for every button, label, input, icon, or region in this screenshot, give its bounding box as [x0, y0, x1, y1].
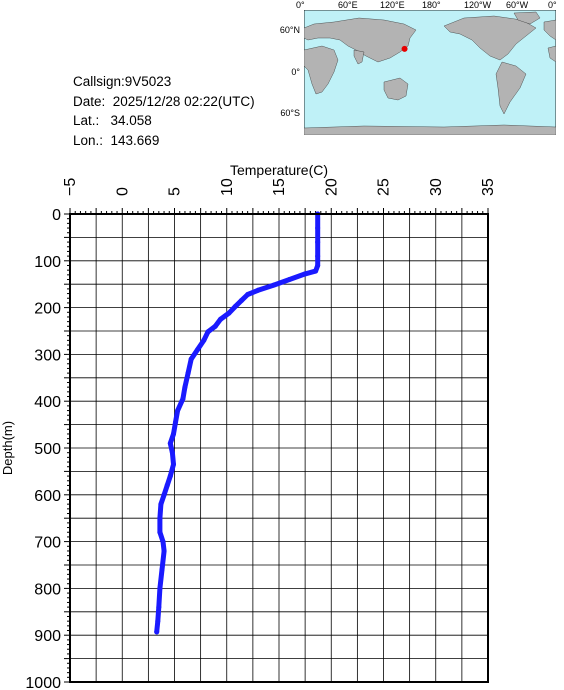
land-north-america	[443, 15, 537, 61]
temperature-point	[170, 431, 176, 437]
x-tick-label: 25	[376, 178, 393, 196]
temperature-point	[313, 268, 319, 274]
land-south-america	[495, 61, 527, 115]
callsign-text: Callsign:9V5023	[73, 74, 172, 89]
temperature-point	[169, 450, 175, 456]
temperature-point	[167, 473, 173, 479]
map-lon-label: 60°E	[338, 0, 358, 10]
map-lat-label: 60°S	[280, 108, 300, 119]
temperature-point	[201, 337, 207, 343]
temperature-point	[155, 618, 161, 624]
temperature-point	[156, 604, 162, 610]
y-tick-label: 600	[34, 488, 61, 505]
temperature-point	[157, 585, 163, 591]
y-tick-label: 900	[34, 628, 61, 645]
temperature-point	[175, 408, 181, 414]
temperature-point	[157, 515, 163, 521]
temperature-point	[161, 548, 167, 554]
temperature-point	[255, 287, 261, 293]
land-africa	[304, 45, 339, 95]
map-lon-label: 120°E	[380, 0, 405, 10]
temperature-point	[226, 310, 232, 316]
temperature-point	[164, 482, 170, 488]
x-tick-label: −5	[62, 178, 79, 196]
y-tick-label: 500	[34, 441, 61, 458]
land-europe-asia	[304, 17, 417, 63]
plot-frame	[69, 213, 489, 683]
x-tick-label: 20	[323, 178, 340, 196]
temperature-point	[182, 384, 188, 390]
temperature-point	[302, 271, 308, 277]
temperature-profile-line	[154, 211, 321, 635]
temperature-point	[161, 492, 167, 498]
temperature-point	[157, 529, 163, 535]
temperature-point	[315, 262, 321, 268]
y-tick-label: 700	[34, 535, 61, 552]
land-australia	[383, 77, 409, 101]
x-tick-label: 10	[219, 178, 236, 196]
temperature-point	[286, 277, 292, 283]
world-map	[304, 10, 556, 135]
y-axis-title: Depth(m)	[0, 421, 15, 475]
map-lon-label: 0°	[296, 0, 305, 10]
land-antarctica	[304, 124, 556, 135]
temperature-point	[167, 440, 173, 446]
y-tick-label: 0	[52, 207, 61, 224]
temperature-point	[194, 347, 200, 353]
longitude-text: Lon.: 143.669	[73, 132, 160, 148]
x-tick-label: 15	[271, 178, 288, 196]
temperature-point	[160, 539, 166, 545]
temperature-point	[315, 239, 321, 245]
land-india	[353, 49, 365, 65]
y-tick-label: 1000	[25, 675, 61, 690]
temperature-point	[245, 291, 251, 297]
x-tick-label: 5	[167, 187, 184, 196]
temperature-point	[205, 329, 211, 335]
temperature-point	[212, 323, 218, 329]
map-lon-label: 0°	[548, 0, 557, 10]
map-lat-label: 60°N	[279, 24, 300, 35]
land-greenland	[513, 11, 541, 25]
temperature-point	[170, 461, 176, 467]
temperature-point	[232, 304, 238, 310]
temperature-point	[180, 396, 186, 402]
map-lon-label: 180°	[422, 0, 441, 10]
y-tick-label: 300	[34, 347, 61, 364]
temperature-point	[159, 567, 165, 573]
x-tick-label: 30	[428, 178, 445, 196]
station-info: Callsign:9V5023 Date: 2025/12/28 02:22(U…	[73, 72, 255, 150]
temperature-point	[154, 629, 160, 635]
temperature-point	[315, 225, 321, 231]
temperature-point	[217, 316, 223, 322]
map-land	[304, 11, 556, 135]
y-tick-labels: 0 100 200 300 400 500 600 700 800 900 1000	[25, 207, 61, 690]
latitude-text: Lat.: 34.058	[73, 113, 152, 128]
temperature-point	[188, 356, 194, 362]
temperature-point	[173, 419, 179, 425]
y-tick-label: 800	[34, 581, 61, 598]
land-west-africa-right	[547, 45, 556, 63]
x-axis-title: Temperature(C)	[230, 162, 328, 178]
y-tick-label: 400	[34, 394, 61, 411]
land-east-asia-right	[543, 19, 556, 41]
temperature-point	[158, 501, 164, 507]
y-tick-label: 200	[34, 301, 61, 318]
map-lat-label: 0°	[291, 66, 300, 77]
y-tick-label: 100	[34, 254, 61, 271]
map-position-marker	[401, 45, 408, 52]
temperature-series	[154, 211, 321, 635]
temperature-point	[271, 282, 277, 288]
temperature-point	[315, 253, 321, 259]
x-tick-labels: −5 0 5 10 15 20 25 30 35	[62, 178, 497, 196]
map-lon-label: 60°W	[506, 0, 529, 10]
x-tick-label: 0	[114, 187, 131, 196]
date-text: Date: 2025/12/28 02:22(UTC)	[73, 93, 255, 109]
temperature-point	[185, 370, 191, 376]
temperature-point	[238, 298, 244, 304]
temperature-point	[315, 211, 321, 217]
chart-grid	[64, 208, 489, 683]
x-tick-label: 35	[480, 178, 497, 196]
map-lon-label: 120°W	[464, 0, 492, 10]
